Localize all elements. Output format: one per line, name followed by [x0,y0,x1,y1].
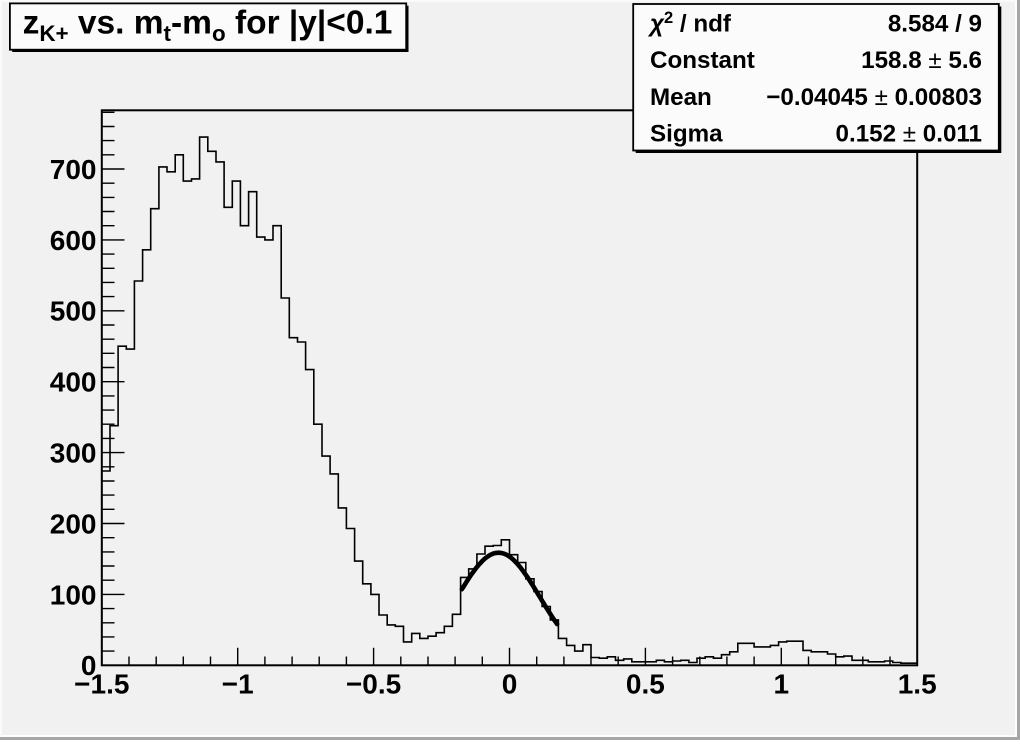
svg-text:100: 100 [50,579,97,610]
svg-text:0.5: 0.5 [626,669,665,700]
svg-text:−0.5: −0.5 [346,669,401,700]
svg-text:0.152 ± 0.011: 0.152 ± 0.011 [836,120,982,147]
svg-text:1.5: 1.5 [898,669,937,700]
svg-text:0: 0 [81,650,97,681]
svg-text:zK+ vs. mt-mo for |y|<0.1: zK+ vs. mt-mo for |y|<0.1 [23,5,393,47]
svg-text:1: 1 [774,669,790,700]
svg-text:200: 200 [50,508,97,539]
svg-text:−1: −1 [222,669,254,700]
svg-text:300: 300 [50,438,97,469]
svg-text:−0.04045 ± 0.00803: −0.04045 ± 0.00803 [766,84,982,111]
svg-text:Constant: Constant [650,47,755,74]
svg-text:8.584 / 9: 8.584 / 9 [888,11,982,38]
svg-text:χ2 / ndf: χ2 / ndf [647,9,732,37]
svg-text:700: 700 [50,154,97,185]
svg-text:−1.5: −1.5 [74,669,129,700]
svg-text:Sigma: Sigma [650,120,723,147]
svg-text:0: 0 [502,669,518,700]
svg-text:400: 400 [50,367,97,398]
svg-text:600: 600 [50,225,97,256]
svg-text:158.8 ± 5.6: 158.8 ± 5.6 [861,47,982,74]
svg-text:Mean: Mean [650,84,712,111]
svg-text:500: 500 [50,296,97,327]
